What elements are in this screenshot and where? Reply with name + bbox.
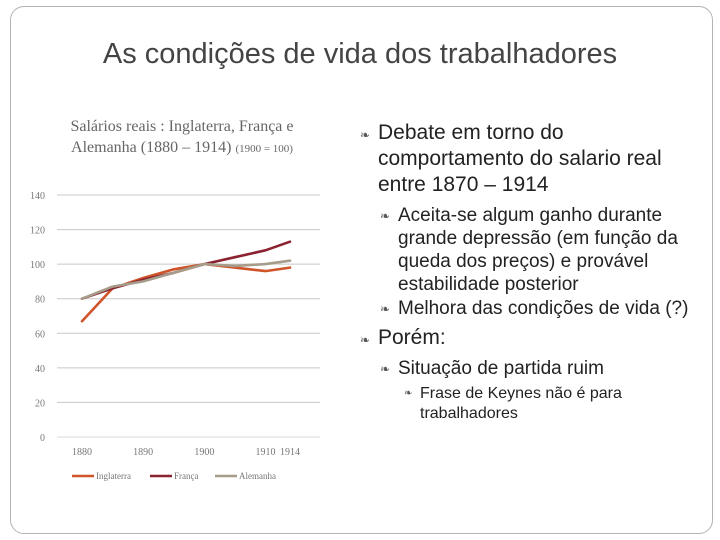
y-tick-label: 120: [30, 226, 45, 237]
bullet-marker-icon: ❧: [360, 333, 371, 347]
series-line-alemanha: [80, 259, 292, 301]
bullet-keynes-text: Frase de Keynes não é para trabalhadores: [420, 385, 622, 422]
y-tick-label: 100: [30, 260, 45, 271]
bullet-porem: ❧ Porém:: [358, 325, 703, 351]
bullet-keynes: ❧ Frase de Keynes não é para trabalhador…: [358, 384, 703, 424]
bullet-melhora: ❧ Melhora das condições de vida (?): [358, 297, 703, 320]
bullet-debate-text: Debate em torno do comportamento do sala…: [378, 121, 662, 196]
chart-title-sub: (1900 = 100): [235, 143, 293, 155]
bullet-aceita: ❧ Aceita-se algum ganho durante grande d…: [358, 204, 703, 296]
legend-label: França: [174, 471, 199, 481]
bullet-porem-text: Porém:: [378, 326, 446, 349]
legend-label: Inglaterra: [96, 471, 131, 481]
x-tick-label: 1910: [256, 447, 276, 458]
y-tick-label: 80: [35, 295, 45, 306]
bullet-melhora-text: Melhora das condições de vida (?): [398, 298, 689, 319]
x-tick-label: 1880: [72, 447, 92, 458]
y-tick-label: 20: [35, 398, 45, 409]
slide-title: As condições de vida dos trabalhadores: [102, 38, 618, 70]
legend-label: Alemanha: [239, 471, 276, 481]
bullet-situacao: ❧ Situação de partida ruim: [358, 357, 703, 380]
bullet-marker-icon: ❧: [404, 388, 413, 399]
bullet-marker-icon: ❧: [360, 128, 371, 142]
y-tick-label: 40: [35, 364, 45, 375]
chart-title-main: Salários reais : Inglaterra, França e Al…: [70, 118, 294, 156]
slide-frame: [10, 6, 713, 534]
x-tick-label: 1890: [133, 447, 153, 458]
x-tick-label: 1900: [194, 447, 214, 458]
bullet-debate: ❧ Debate em torno do comportamento do sa…: [358, 120, 703, 198]
y-tick-label: 140: [30, 191, 45, 202]
bullet-list: ❧ Debate em torno do comportamento do sa…: [358, 120, 703, 424]
chart-title: Salários reais : Inglaterra, França e Al…: [52, 116, 312, 160]
bullet-marker-icon: ❧: [380, 209, 391, 223]
bullet-marker-icon: ❧: [380, 362, 391, 376]
y-tick-label: 60: [35, 329, 45, 340]
bullet-aceita-text: Aceita-se algum ganho durante grande dep…: [398, 205, 678, 295]
x-tick-label: 1914: [280, 447, 300, 458]
bullet-situacao-text: Situação de partida ruim: [398, 358, 604, 379]
series-line-inglaterra: [80, 262, 292, 323]
bullet-marker-icon: ❧: [380, 302, 391, 316]
y-tick-label: 0: [40, 433, 45, 444]
